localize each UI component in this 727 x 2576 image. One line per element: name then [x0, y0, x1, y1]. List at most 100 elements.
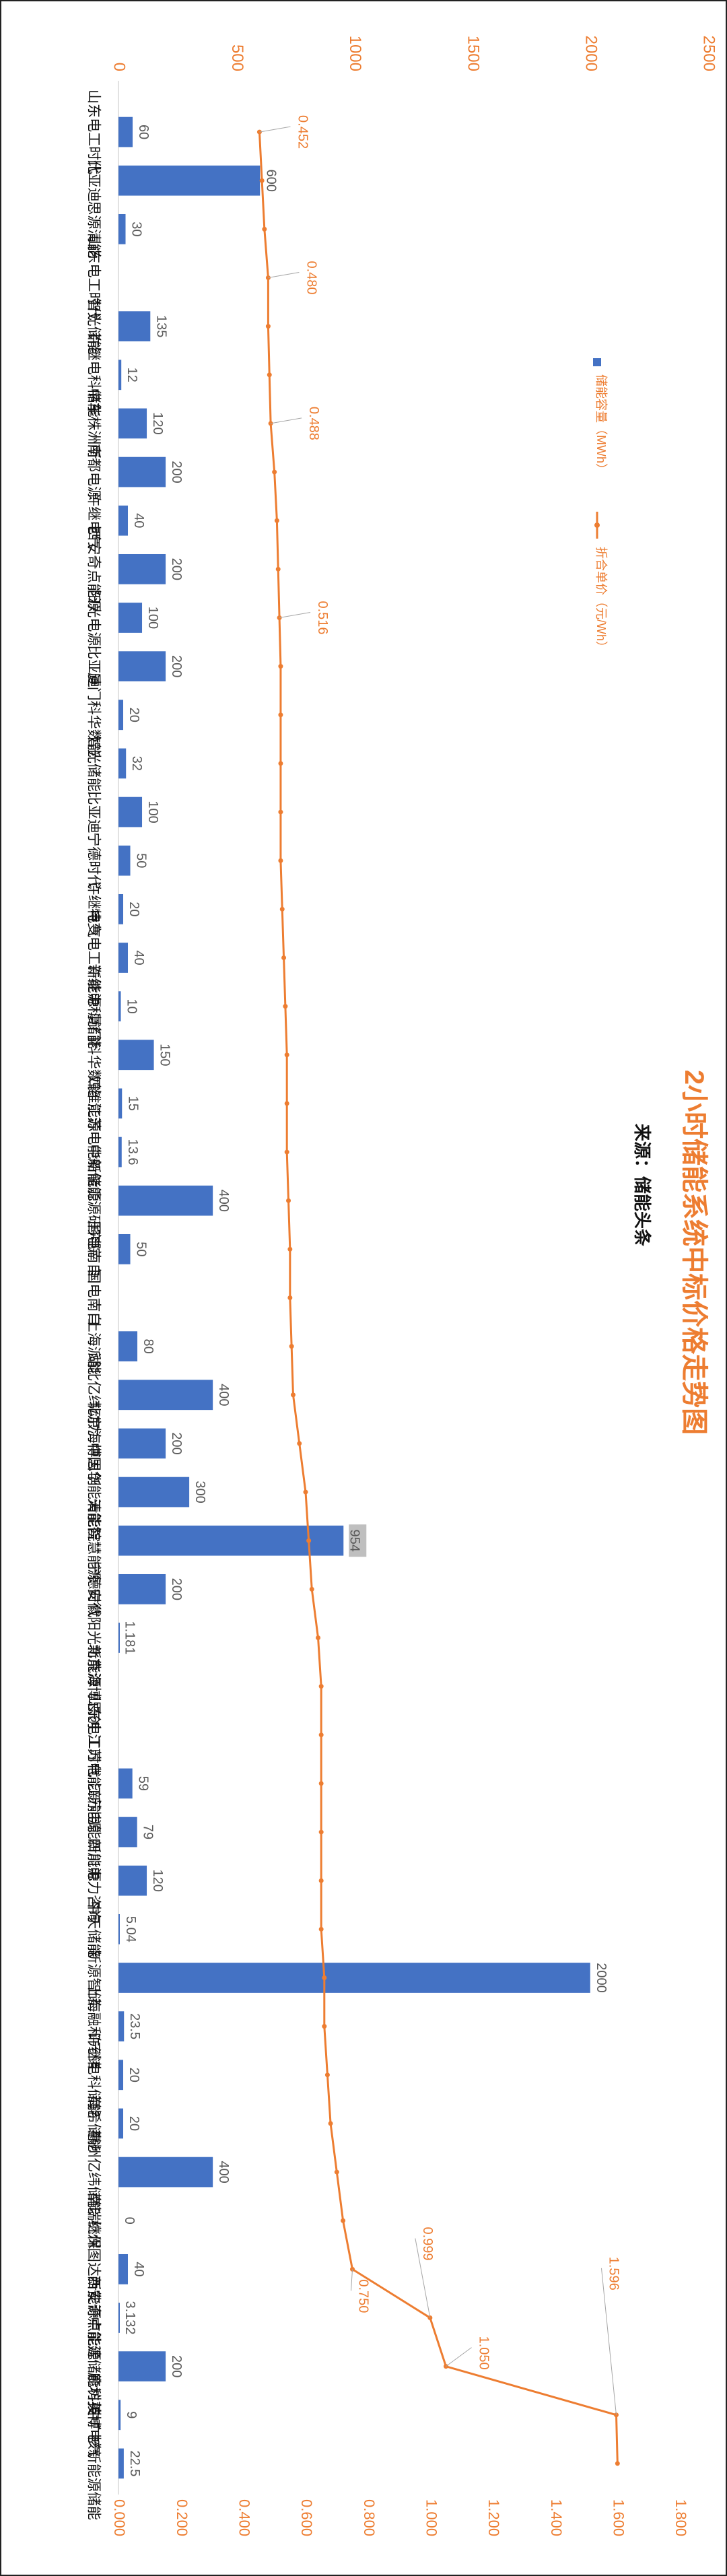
bar	[118, 2060, 124, 2091]
price-point	[289, 1344, 294, 1349]
category-labels: 山东电工时代比亚迪思源清能山东电工时代智光储能许继电科储能中车株洲所南都电源许继…	[85, 90, 101, 2520]
bar	[118, 553, 166, 584]
price-point	[303, 1489, 308, 1495]
price-point	[309, 1586, 314, 1592]
category-label: 南都电源	[85, 444, 101, 500]
category-label: 比亚迪	[85, 645, 101, 687]
bar-data-label: 100	[145, 801, 160, 823]
price-point	[284, 1149, 289, 1155]
category-label: 中船储能源研究院	[85, 1144, 101, 1257]
bar-data-label: 12	[125, 368, 139, 382]
top-axis-tick-label: 2000	[582, 36, 600, 71]
bar-data-label: 32	[129, 756, 144, 771]
price-point	[284, 1052, 289, 1058]
bar-series: 6060030135121202004020010020020321005020…	[118, 116, 609, 2479]
bottom-axis-tick-label: 1.400	[548, 2499, 565, 2536]
bar-data-label: 200	[169, 1578, 184, 1600]
price-point	[272, 469, 277, 475]
category-label: 江苏电能新能源	[85, 1103, 101, 1202]
price-point	[318, 1684, 324, 1689]
bar-data-label: 600	[263, 170, 278, 192]
bar	[118, 360, 122, 391]
category-label: 惠州亿纬储能	[85, 2130, 101, 2214]
bar	[118, 456, 166, 487]
price-data-label: 1.596	[606, 2257, 621, 2291]
category-label: 许继电气	[85, 492, 101, 549]
bar	[118, 1477, 190, 1507]
category-label: 江苏电能新能源	[85, 1734, 101, 1833]
category-label: 宁德时代	[85, 1561, 101, 1617]
price-point	[274, 518, 279, 523]
bar-data-label: 100	[145, 607, 160, 629]
price-data-label: 0.750	[356, 2279, 371, 2313]
bar-data-label: 200	[169, 558, 184, 580]
category-label: 杭州图达新能源	[85, 2220, 101, 2319]
bar-data-label: 0	[122, 2217, 137, 2225]
price-point	[318, 1926, 324, 1932]
category-label: 许继电科储能	[85, 2033, 101, 2117]
legend-bar-swatch	[593, 358, 601, 366]
price-point	[286, 1198, 291, 1203]
price-point	[275, 566, 281, 572]
price-label-leader	[271, 417, 302, 424]
price-label-leader	[259, 126, 291, 133]
legend-line-marker	[594, 522, 600, 528]
price-data-label: 0.452	[295, 115, 310, 149]
category-label: 山东电工时代	[85, 90, 101, 174]
legend-bar-label: 储能容量（MWh）	[594, 374, 608, 475]
price-label-leader	[279, 612, 311, 618]
bar	[118, 2400, 121, 2431]
price-data-label: 0.999	[420, 2227, 435, 2260]
price-point	[281, 955, 287, 960]
chart-subtitle: 来源：储能头条	[632, 1124, 652, 1247]
category-label: 比亚迪	[85, 160, 101, 202]
bar	[118, 1525, 344, 1556]
bar-data-label: 13.6	[125, 1139, 140, 1165]
bar-data-label: 40	[131, 950, 146, 965]
bar-data-label: 954	[347, 1530, 361, 1552]
price-point	[290, 1392, 296, 1398]
price-point	[318, 1829, 324, 1835]
bar-data-label: 5.04	[123, 1916, 138, 1942]
category-label: 西安奇点能源	[85, 527, 101, 611]
bar-data-label: 120	[150, 1870, 165, 1892]
top-axis-tick-label: 1000	[346, 36, 364, 71]
price-point	[267, 372, 272, 378]
bar	[118, 845, 131, 876]
bottom-axis-tick-label: 0.200	[174, 2499, 191, 2536]
bar	[118, 1817, 137, 1848]
category-label: 许继电科储能	[85, 333, 101, 417]
bar-data-label: 300	[193, 1481, 207, 1503]
bar	[118, 651, 166, 682]
price-label-leader	[600, 2268, 617, 2415]
bar-data-label: 9	[124, 2411, 139, 2418]
bar-data-label: 15	[125, 1096, 140, 1111]
price-label-leader	[351, 2269, 353, 2291]
bar-data-label: 200	[169, 461, 184, 483]
bar	[118, 213, 126, 244]
price-point	[324, 2072, 330, 2078]
category-label: 中天储能	[85, 1901, 101, 1957]
price-data-label: 0.480	[304, 261, 318, 294]
chart-title: 2小时储能系统中标价格走势图	[679, 1070, 709, 1435]
price-line	[258, 131, 619, 2464]
category-label: 厦门科华数能	[85, 673, 101, 757]
category-label: 特变电工新能源	[85, 908, 101, 1007]
price-point	[341, 2218, 346, 2223]
bar	[118, 1137, 122, 1167]
bar-data-label: 1.181	[122, 1621, 137, 1654]
category-label: 海希储能	[85, 2095, 101, 2152]
bar	[118, 1088, 123, 1119]
bar-data-label: 400	[216, 1384, 231, 1406]
category-label: 国电南自	[85, 1270, 101, 1326]
price-point	[318, 1781, 324, 1786]
category-label: 上海融和元储	[85, 1984, 101, 2069]
bar	[118, 2011, 125, 2042]
price-point	[259, 178, 265, 183]
bar	[118, 603, 143, 633]
bottom-axis-tick-label: 1.800	[672, 2499, 689, 2536]
bar-data-label: 200	[169, 655, 184, 677]
price-point	[265, 324, 271, 329]
bar-data-label: 20	[127, 2116, 141, 2131]
category-label: 天能智慧能源	[85, 1498, 101, 1583]
